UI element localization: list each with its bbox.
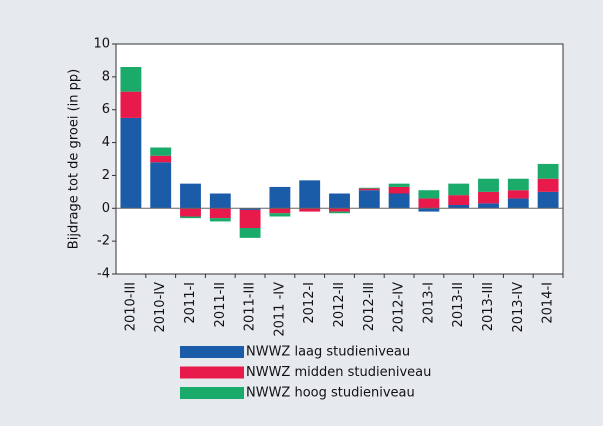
x-tick-label: 2014-I — [541, 282, 556, 324]
bar-segment — [478, 178, 499, 192]
bar-segment — [478, 203, 499, 209]
bar-segment — [269, 186, 291, 209]
bar-segment — [329, 193, 350, 209]
bar-segment — [418, 198, 440, 209]
y-tick-label: 6 — [102, 102, 110, 117]
bar-segment — [418, 208, 440, 212]
bar-segment — [448, 183, 470, 196]
bar-segment — [329, 211, 350, 214]
bar-segment — [507, 178, 529, 191]
bar-segment — [269, 213, 291, 217]
bar-segment — [150, 162, 172, 209]
bar-segment — [537, 178, 559, 192]
x-tick-label: 2010-III — [123, 282, 138, 331]
bar-segment — [209, 193, 231, 209]
x-tick-label: 2011-I — [183, 282, 198, 324]
x-tick-label: 2011-III — [243, 282, 258, 331]
x-tick-label: 2012-I — [302, 282, 317, 324]
legend-label: NWWZ laag studieniveau — [246, 345, 410, 360]
legend-label: NWWZ midden studieniveau — [246, 365, 431, 380]
bar-segment — [388, 183, 410, 187]
bar-segment — [180, 208, 201, 217]
y-tick-label: 2 — [102, 168, 110, 183]
bar-segment — [537, 191, 559, 209]
bar-segment — [358, 187, 380, 189]
bar-segment — [180, 216, 201, 219]
legend-swatch — [180, 387, 244, 399]
bar-segment — [418, 190, 440, 199]
legend-label: NWWZ hoog studieniveau — [246, 386, 415, 401]
y-tick-label: 8 — [102, 69, 110, 84]
y-axis-label: Bijdrage tot de groei (in pp) — [67, 69, 82, 249]
bar-segment — [120, 91, 142, 118]
x-tick-label: 2010-IV — [153, 282, 168, 333]
bar-segment — [329, 208, 350, 212]
bar-segment — [120, 117, 142, 209]
bar-segment — [448, 195, 470, 205]
legend-swatch — [180, 366, 244, 379]
x-tick-label: 2013-I — [421, 282, 436, 324]
bar-segment — [537, 163, 559, 179]
bar-segment — [239, 208, 261, 210]
bar-segment — [209, 208, 231, 219]
bar-segment — [150, 155, 172, 163]
y-tick-label: 0 — [102, 201, 110, 216]
bar-segment — [358, 190, 380, 209]
bar-segment — [269, 208, 291, 214]
bar-segment — [239, 228, 261, 238]
bar-segment — [507, 190, 529, 199]
bar-segment — [239, 209, 261, 228]
x-tick-label: 2011 -IV — [272, 282, 287, 337]
x-tick-label: 2012-IV — [392, 282, 407, 333]
legend-swatch — [180, 346, 244, 358]
plot-area — [115, 43, 564, 275]
bar-segment — [209, 218, 231, 222]
x-tick-label: 2011-II — [213, 282, 228, 327]
bar-segment — [448, 205, 470, 209]
y-tick-label: -4 — [97, 267, 110, 282]
bar-segment — [299, 208, 321, 212]
bar-segment — [507, 198, 529, 209]
bar-segment — [299, 180, 321, 209]
bar-segment — [388, 193, 410, 209]
y-tick-label: -2 — [97, 234, 110, 249]
x-tick-label: 2012-III — [362, 282, 377, 331]
bar-segment — [180, 183, 201, 209]
x-tick-label: 2013-III — [481, 282, 496, 331]
bar-segment — [358, 188, 380, 191]
bar-segment — [478, 191, 499, 204]
bar-segment — [388, 186, 410, 194]
x-tick-label: 2013-IV — [511, 282, 526, 333]
bar-segment — [150, 147, 172, 156]
y-tick-label: 10 — [93, 37, 110, 52]
x-tick-label: 2013-II — [451, 282, 466, 327]
bar-segment — [120, 67, 142, 92]
x-tick-label: 2012-II — [332, 282, 347, 327]
y-tick-label: 4 — [102, 135, 110, 150]
